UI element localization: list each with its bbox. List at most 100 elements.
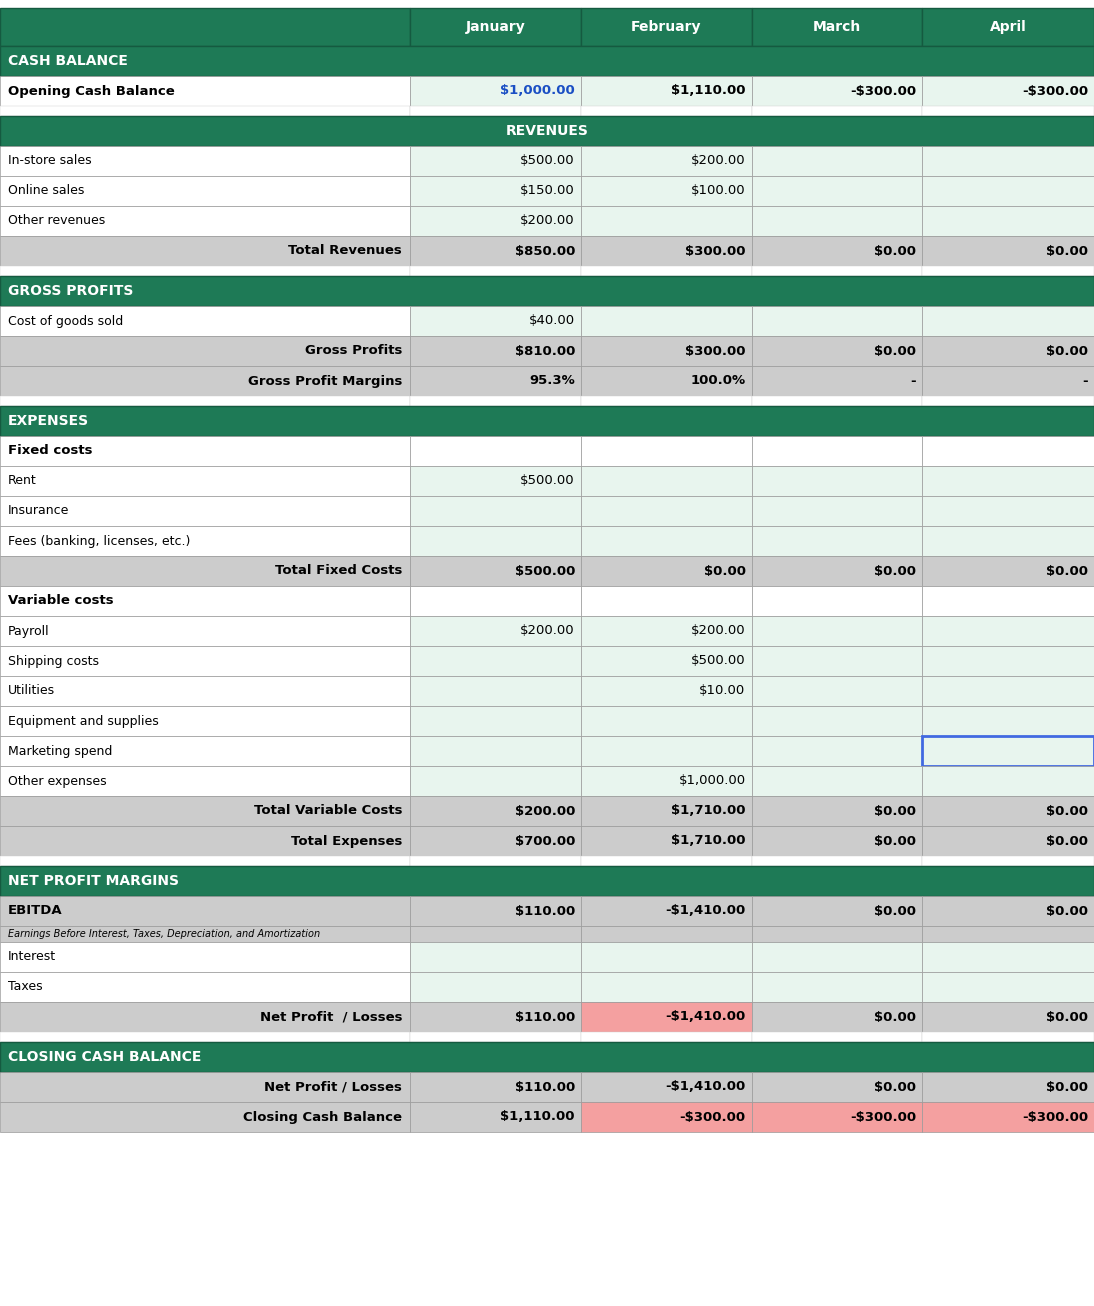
Bar xyxy=(922,677,1094,707)
Text: $0.00: $0.00 xyxy=(874,345,917,358)
Text: $0.00: $0.00 xyxy=(874,1080,917,1093)
Bar xyxy=(410,236,581,266)
Bar xyxy=(0,236,410,266)
Bar xyxy=(410,616,581,646)
Bar xyxy=(410,366,581,396)
Bar xyxy=(922,106,1094,116)
Bar xyxy=(581,825,752,855)
Bar xyxy=(922,366,1094,396)
Text: Payroll: Payroll xyxy=(8,624,49,637)
Bar xyxy=(752,942,922,972)
Text: $0.00: $0.00 xyxy=(1046,345,1089,358)
Bar xyxy=(0,942,410,972)
Bar xyxy=(0,276,1094,306)
Text: Total Fixed Costs: Total Fixed Costs xyxy=(275,564,403,577)
Text: $0.00: $0.00 xyxy=(874,835,917,848)
Text: $40.00: $40.00 xyxy=(528,315,575,328)
Text: $300.00: $300.00 xyxy=(685,244,746,257)
Bar xyxy=(752,737,922,767)
Bar xyxy=(581,236,752,266)
Bar xyxy=(922,825,1094,855)
Bar xyxy=(922,1032,1094,1042)
Bar xyxy=(581,1072,752,1102)
Bar xyxy=(581,972,752,1002)
Text: REVENUES: REVENUES xyxy=(505,124,589,138)
Bar xyxy=(0,646,410,677)
Bar xyxy=(0,76,410,106)
Bar xyxy=(922,646,1094,677)
Text: Opening Cash Balance: Opening Cash Balance xyxy=(8,85,175,98)
Bar xyxy=(410,855,581,866)
Text: Variable costs: Variable costs xyxy=(8,594,114,607)
Bar xyxy=(581,896,752,926)
Bar xyxy=(922,76,1094,106)
Bar xyxy=(752,206,922,236)
Bar xyxy=(0,1002,410,1032)
Bar xyxy=(922,336,1094,366)
Bar xyxy=(752,556,922,586)
Text: 100.0%: 100.0% xyxy=(690,375,746,388)
Bar xyxy=(410,106,581,116)
Bar xyxy=(581,1032,752,1042)
Text: Cost of goods sold: Cost of goods sold xyxy=(8,315,124,328)
Text: $1,710.00: $1,710.00 xyxy=(671,804,746,818)
Text: Marketing spend: Marketing spend xyxy=(8,744,113,757)
Text: GROSS PROFITS: GROSS PROFITS xyxy=(8,283,133,298)
Bar xyxy=(922,586,1094,616)
Text: CLOSING CASH BALANCE: CLOSING CASH BALANCE xyxy=(8,1050,201,1064)
Bar xyxy=(581,556,752,586)
Text: NET PROFIT MARGINS: NET PROFIT MARGINS xyxy=(8,874,179,888)
Bar xyxy=(410,436,581,466)
Text: Equipment and supplies: Equipment and supplies xyxy=(8,714,159,727)
Bar xyxy=(922,896,1094,926)
Text: $500.00: $500.00 xyxy=(691,654,746,667)
Bar xyxy=(752,466,922,496)
Bar xyxy=(410,526,581,556)
Text: February: February xyxy=(631,20,701,34)
Text: Utilities: Utilities xyxy=(8,684,55,697)
Bar xyxy=(752,396,922,406)
Bar xyxy=(410,306,581,336)
Bar xyxy=(752,306,922,336)
Bar xyxy=(0,1032,410,1042)
Bar xyxy=(752,825,922,855)
Text: $1,000.00: $1,000.00 xyxy=(678,774,746,788)
Bar xyxy=(752,1032,922,1042)
Bar xyxy=(581,1102,752,1132)
Bar xyxy=(922,466,1094,496)
Text: Closing Cash Balance: Closing Cash Balance xyxy=(243,1110,403,1123)
Text: In-store sales: In-store sales xyxy=(8,154,92,167)
Bar xyxy=(752,236,922,266)
Text: CASH BALANCE: CASH BALANCE xyxy=(8,54,128,68)
Bar xyxy=(0,366,410,396)
Text: Gross Profits: Gross Profits xyxy=(305,345,403,358)
Bar xyxy=(922,306,1094,336)
Bar xyxy=(581,176,752,206)
Bar xyxy=(0,677,410,707)
Text: $0.00: $0.00 xyxy=(1046,244,1089,257)
Bar xyxy=(410,1032,581,1042)
Bar xyxy=(922,737,1094,767)
Text: -: - xyxy=(910,375,917,388)
Text: -$300.00: -$300.00 xyxy=(1022,85,1089,98)
Bar xyxy=(922,1102,1094,1132)
Bar xyxy=(0,396,410,406)
Text: $200.00: $200.00 xyxy=(521,624,575,637)
Text: -: - xyxy=(1082,375,1089,388)
Bar xyxy=(0,466,410,496)
Bar xyxy=(581,707,752,737)
Bar xyxy=(922,737,1094,767)
Text: $200.00: $200.00 xyxy=(691,154,746,167)
Bar xyxy=(752,106,922,116)
Bar xyxy=(581,306,752,336)
Text: $200.00: $200.00 xyxy=(521,214,575,227)
Text: $0.00: $0.00 xyxy=(1046,1011,1089,1024)
Bar xyxy=(752,795,922,825)
Text: January: January xyxy=(466,20,525,34)
Text: Other revenues: Other revenues xyxy=(8,214,105,227)
Text: $110.00: $110.00 xyxy=(514,1011,575,1024)
Text: $500.00: $500.00 xyxy=(521,154,575,167)
Bar xyxy=(0,8,410,46)
Text: $0.00: $0.00 xyxy=(703,564,746,577)
Bar xyxy=(410,926,581,942)
